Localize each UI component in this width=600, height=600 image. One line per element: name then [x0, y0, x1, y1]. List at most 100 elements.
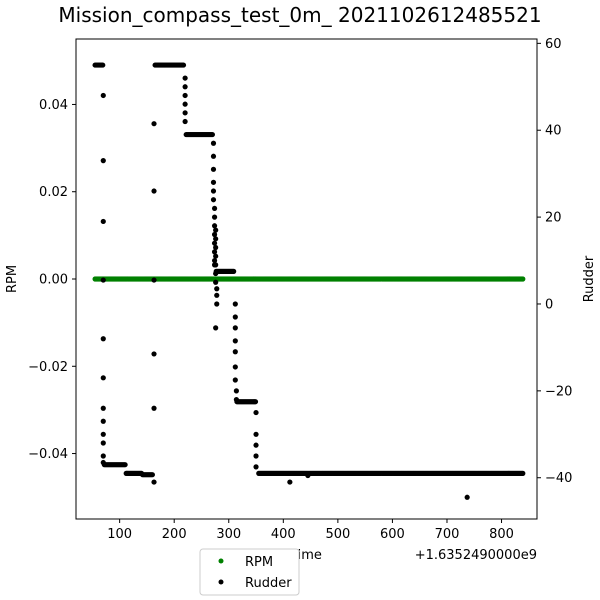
rudder-point	[100, 440, 106, 446]
rudder-point	[464, 494, 470, 500]
rudder-series	[92, 62, 526, 500]
rudder-point	[100, 277, 106, 283]
rudder-point	[214, 301, 220, 307]
rudder-point	[520, 470, 526, 476]
rudder-point	[211, 231, 218, 238]
chart-title: Mission_compass_test_0m_ 202110261248552…	[58, 3, 541, 27]
rudder-point	[232, 314, 238, 320]
rudder-point	[182, 75, 188, 81]
rudder-point	[210, 179, 217, 185]
rudder-point	[100, 218, 106, 225]
rudder-point	[213, 262, 219, 268]
rudder-point	[253, 464, 259, 470]
x-tick-label: 300	[216, 527, 241, 542]
y-right-tick-label: 20	[545, 211, 562, 226]
rudder-point	[211, 214, 218, 220]
rudder-point	[214, 292, 220, 298]
rudder-point	[100, 336, 106, 342]
rudder-point	[100, 62, 106, 68]
legend-box	[199, 548, 300, 596]
rudder-point	[213, 325, 219, 331]
legend-label-rudder: Rudder	[245, 576, 292, 591]
rudder-point	[253, 442, 259, 448]
legend-marker-rudder	[218, 579, 224, 585]
rudder-point	[100, 92, 106, 99]
y-axis-right: −40 −20 0 20 40 60	[537, 37, 572, 486]
plot-area	[75, 38, 538, 520]
rudder-point	[211, 240, 218, 246]
rudder-point	[232, 301, 238, 307]
rudder-point	[231, 268, 237, 274]
rudder-point	[213, 236, 219, 242]
y-axis-left: −0.04 −0.02 0.00 0.02 0.04	[28, 98, 76, 462]
x-axis: 100 200 300 400 500 600 700 800	[107, 519, 514, 542]
rudder-point	[305, 472, 311, 479]
rudder-point	[151, 351, 157, 357]
rpm-series	[92, 276, 526, 282]
rudder-point	[182, 92, 188, 99]
rudder-point	[213, 227, 219, 233]
rudder-point	[149, 472, 155, 478]
rudder-point	[210, 188, 217, 194]
rudder-point	[211, 249, 218, 255]
rudder-point	[252, 399, 259, 405]
y-right-tick-label: 40	[545, 124, 562, 139]
rudder-point	[151, 277, 157, 283]
rudder-point	[182, 101, 188, 107]
legend: RPM Rudder	[199, 548, 300, 596]
y-left-tick-label: −0.04	[28, 447, 68, 462]
rudder-point	[182, 110, 188, 116]
rudder-point	[213, 270, 219, 277]
rudder-point	[232, 325, 238, 331]
y-left-tick-label: 0.04	[39, 98, 68, 113]
x-tick-label: 100	[107, 527, 132, 542]
rudder-point	[214, 286, 220, 292]
rudder-point	[211, 205, 218, 212]
rudder-point	[210, 166, 217, 172]
x-tick-label: 800	[489, 527, 514, 542]
y-left-tick-label: 0.00	[39, 273, 68, 288]
y-left-tick-label: −0.02	[28, 360, 68, 375]
rpm-point	[520, 276, 526, 282]
rudder-point	[253, 409, 259, 416]
rudder-point	[253, 431, 259, 437]
x-tick-label: 200	[162, 527, 187, 542]
rudder-point	[100, 418, 106, 424]
rudder-point	[182, 118, 188, 125]
rudder-point	[180, 62, 187, 68]
rudder-point	[210, 197, 217, 203]
rudder-point	[213, 253, 219, 259]
rudder-point	[232, 364, 238, 370]
rudder-point	[151, 121, 157, 127]
x-tick-label: 500	[325, 527, 350, 542]
rudder-point	[213, 244, 219, 251]
y-right-tick-label: 0	[545, 297, 553, 312]
y-right-tick-label: −40	[545, 471, 572, 486]
y-left-tick-label: 0.02	[39, 185, 68, 200]
rudder-point	[209, 131, 215, 138]
rudder-point	[100, 459, 106, 466]
rudder-point	[151, 405, 157, 411]
x-tick-label: 400	[271, 527, 296, 542]
rudder-point	[151, 188, 157, 194]
rudder-point	[100, 405, 106, 411]
y-right-tick-label: −20	[545, 384, 572, 399]
rudder-point	[233, 396, 239, 403]
rudder-point	[211, 223, 218, 229]
rudder-point	[211, 257, 218, 264]
rudder-point	[253, 453, 259, 459]
rudder-point	[100, 375, 106, 381]
x-tick-label: 600	[380, 527, 405, 542]
legend-marker-rpm	[218, 558, 224, 564]
rudder-point	[213, 279, 219, 285]
rudder-point	[232, 377, 238, 383]
rudder-point	[100, 453, 106, 459]
rudder-point	[151, 479, 157, 485]
legend-label-rpm: RPM	[245, 555, 273, 570]
rudder-point	[232, 349, 238, 355]
x-tick-label: 700	[435, 527, 460, 542]
rudder-point	[210, 140, 217, 146]
rudder-point	[232, 338, 238, 344]
rudder-point	[100, 158, 106, 164]
